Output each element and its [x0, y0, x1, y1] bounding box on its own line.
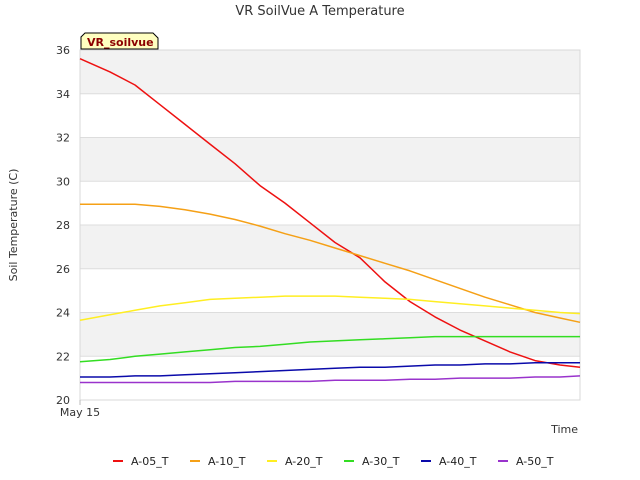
y-tick-label: 36 — [56, 44, 70, 57]
plot-band — [80, 137, 580, 182]
legend-label: A-50_T — [516, 455, 554, 468]
y-tick-label: 20 — [56, 394, 70, 407]
chart-title: VR SoilVue A Temperature — [235, 4, 404, 19]
y-axis: 20 22 24 26 28 30 32 34 36 — [56, 44, 70, 407]
series-line-a-20-t — [79, 295, 581, 321]
legend-label: A-10_T — [208, 455, 246, 468]
y-tick-label: 30 — [56, 175, 70, 188]
station-badge-box — [80, 32, 159, 50]
series-line-a-30-t — [79, 335, 580, 363]
series-line-a-50-t — [80, 375, 581, 384]
y-tick-label: 34 — [56, 88, 70, 101]
plot-background — [80, 50, 580, 400]
y-tick-label: 28 — [56, 219, 70, 232]
series-lines — [79, 58, 581, 384]
series-line-a-40-t — [80, 362, 580, 378]
series-line-a-05-t — [79, 58, 581, 368]
x-tick-label: May 15 — [60, 406, 100, 419]
y-tick-label: 32 — [56, 132, 70, 145]
series-line-a-10-t — [80, 203, 581, 324]
legend-label: A-20_T — [285, 455, 323, 468]
legend: A-05_T A-10_T A-20_T A-30_T A-40_T A-50_T — [113, 455, 554, 468]
plot-band — [80, 181, 580, 225]
legend-label: A-30_T — [362, 455, 400, 468]
y-tick-label: 24 — [56, 307, 70, 320]
plot-band — [80, 268, 580, 313]
legend-label: A-40_T — [439, 455, 477, 468]
y-axis-title: Soil Temperature (C) — [7, 169, 20, 282]
plot-band — [80, 50, 580, 94]
legend-label: A-05_T — [131, 455, 169, 468]
station-label: VR_soilvue — [87, 36, 154, 49]
x-axis: May 15 — [60, 400, 100, 419]
plot-band — [80, 312, 580, 357]
y-tick-label: 26 — [56, 263, 70, 276]
plot-frame — [79, 49, 581, 401]
y-tick-label: 22 — [56, 350, 70, 363]
x-axis-title: Time — [550, 423, 578, 436]
station-badge: VR_soilvue — [80, 32, 159, 50]
plot-band — [80, 93, 580, 138]
